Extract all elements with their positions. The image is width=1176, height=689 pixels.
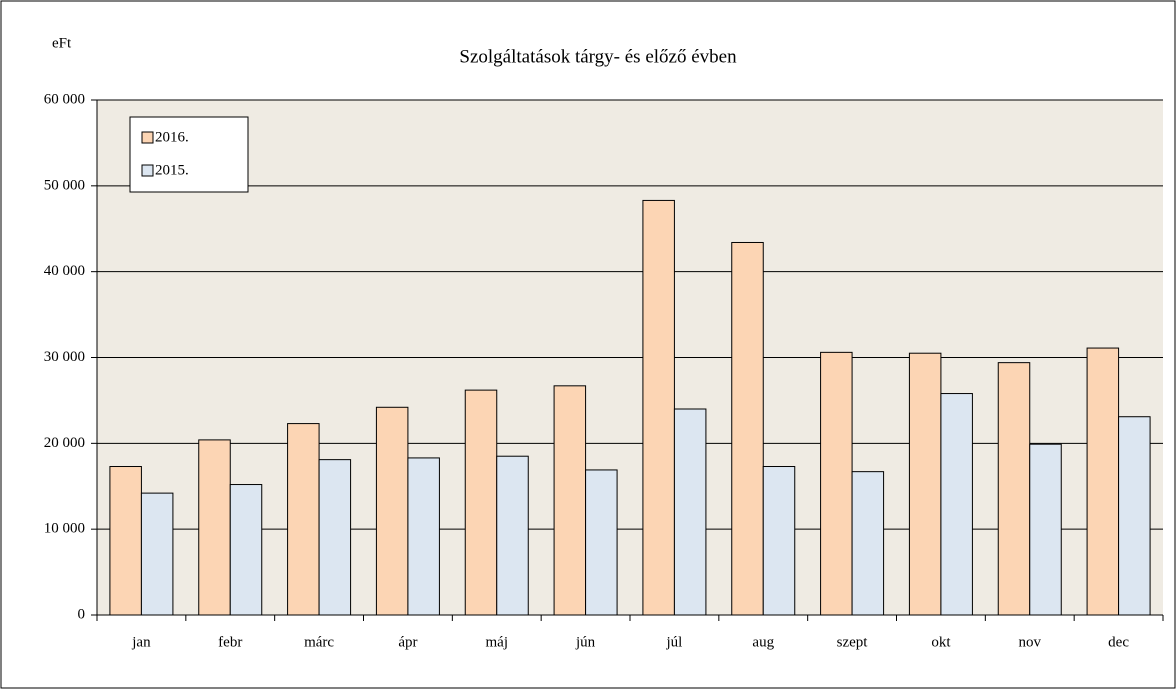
bar [464,389,498,616]
chart-title: Szolgáltatások tárgy- és előző évben [459,46,737,67]
x-tick-label: szept [837,634,869,650]
legend-label: 2015. [155,162,189,178]
bar [140,492,174,616]
y-tick-label: 60 000 [44,91,85,107]
legend-swatch [141,131,154,144]
y-axis-label: eFt [52,35,72,51]
bar [1118,416,1151,616]
y-tick-label: 30 000 [44,349,85,365]
bar [820,351,853,616]
bar [407,457,440,616]
bar [908,352,942,616]
bar [109,466,142,616]
x-tick-label: nov [1019,634,1042,650]
x-tick-label: febr [218,634,242,650]
bar [642,199,675,616]
bar [673,408,707,616]
bar [731,241,764,616]
bar [940,393,973,616]
y-tick-label: 10 000 [44,521,85,537]
y-tick-label: 40 000 [44,263,85,279]
x-tick-label: okt [931,634,951,650]
y-tick-label: 50 000 [44,177,85,193]
x-tick-label: máj [486,634,509,650]
bar [1086,347,1120,616]
bar [229,484,263,616]
x-tick-label: jún [575,634,596,650]
x-tick-label: márc [304,634,334,650]
bar [375,406,409,616]
bar [1029,443,1062,616]
bar [318,459,352,616]
legend-box [129,116,249,193]
bar [851,471,885,616]
bar [287,423,320,616]
bar [997,362,1031,616]
x-tick-label: aug [752,634,774,650]
y-tick-label: 0 [78,606,86,622]
y-tick-label: 20 000 [44,435,85,451]
bar [496,455,529,616]
bar [553,385,587,616]
legend-swatch [141,164,154,177]
legend-label: 2016. [155,129,189,145]
x-tick-label: dec [1108,634,1129,650]
x-tick-label: ápr [398,634,417,650]
bar [762,466,796,616]
x-tick-label: júl [665,634,682,650]
x-tick-label: jan [131,634,151,650]
bar [585,469,618,616]
bar [198,439,231,616]
